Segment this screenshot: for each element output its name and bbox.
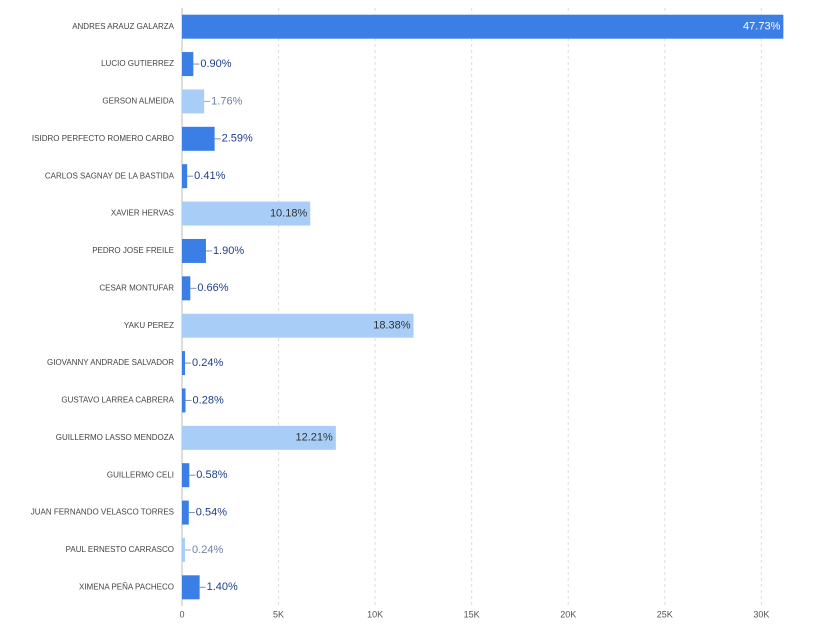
bar xyxy=(182,276,191,301)
value-label: 12.21% xyxy=(296,432,334,444)
category-label: GIOVANNY ANDRADE SALVADOR xyxy=(47,358,174,367)
value-label: 0.54% xyxy=(196,506,227,518)
category-label: XIMENA PEÑA PACHECO xyxy=(79,582,174,591)
value-label: 0.24% xyxy=(192,544,223,556)
x-tick-label: 20K xyxy=(560,609,576,619)
value-label: 18.38% xyxy=(373,320,411,332)
value-label: 10.18% xyxy=(270,207,308,219)
bar xyxy=(182,89,205,114)
category-label: JUAN FERNANDO VELASCO TORRES xyxy=(31,508,174,517)
category-label: YAKU PEREZ xyxy=(124,321,174,330)
value-label: 0.24% xyxy=(192,357,223,369)
bar xyxy=(182,313,414,338)
bar xyxy=(182,164,188,189)
value-label: 1.40% xyxy=(207,581,238,593)
category-label: GERSON ALMEIDA xyxy=(102,97,174,106)
bar xyxy=(182,388,186,413)
category-label: GUILLERMO LASSO MENDOZA xyxy=(56,433,175,442)
x-tick-label: 30K xyxy=(753,609,769,619)
category-label: PEDRO JOSE FREILE xyxy=(92,246,174,255)
bar xyxy=(182,463,190,488)
category-label: CARLOS SAGNAY DE LA BASTIDA xyxy=(45,171,175,180)
category-label: ANDRES ARAUZ GALARZA xyxy=(72,22,174,31)
bar xyxy=(182,126,215,151)
x-tick-label: 5K xyxy=(273,609,284,619)
bar xyxy=(182,537,186,562)
category-label: GUILLERMO CELI xyxy=(107,470,174,479)
value-label: 0.90% xyxy=(200,58,231,70)
value-label: 47.73% xyxy=(743,21,781,33)
value-label: 0.41% xyxy=(194,170,225,182)
bar xyxy=(182,500,189,525)
value-label: 2.59% xyxy=(222,133,253,145)
x-tick-label: 15K xyxy=(464,609,480,619)
bar xyxy=(182,575,200,600)
x-tick-label: 25K xyxy=(657,609,673,619)
x-tick-label: 10K xyxy=(367,609,383,619)
category-label: LUCIO GUTIERREZ xyxy=(101,59,174,68)
value-label: 1.90% xyxy=(213,245,244,257)
bar xyxy=(182,14,784,39)
category-label: PAUL ERNESTO CARRASCO xyxy=(66,545,174,554)
category-label: GUSTAVO LARREA CABRERA xyxy=(61,396,174,405)
value-label: 0.58% xyxy=(196,469,227,481)
bar xyxy=(182,52,194,77)
category-label: ISIDRO PERFECTO ROMERO CARBO xyxy=(32,134,174,143)
value-label: 0.66% xyxy=(197,282,228,294)
bar xyxy=(182,351,186,376)
category-label: CESAR MONTUFAR xyxy=(99,283,174,292)
bar xyxy=(182,238,206,263)
bar xyxy=(182,201,311,226)
x-tick-label: 0 xyxy=(179,609,184,619)
bar xyxy=(182,425,336,450)
category-label: XAVIER HERVAS xyxy=(111,209,174,218)
value-label: 0.28% xyxy=(193,394,224,406)
value-label: 1.76% xyxy=(211,95,242,107)
